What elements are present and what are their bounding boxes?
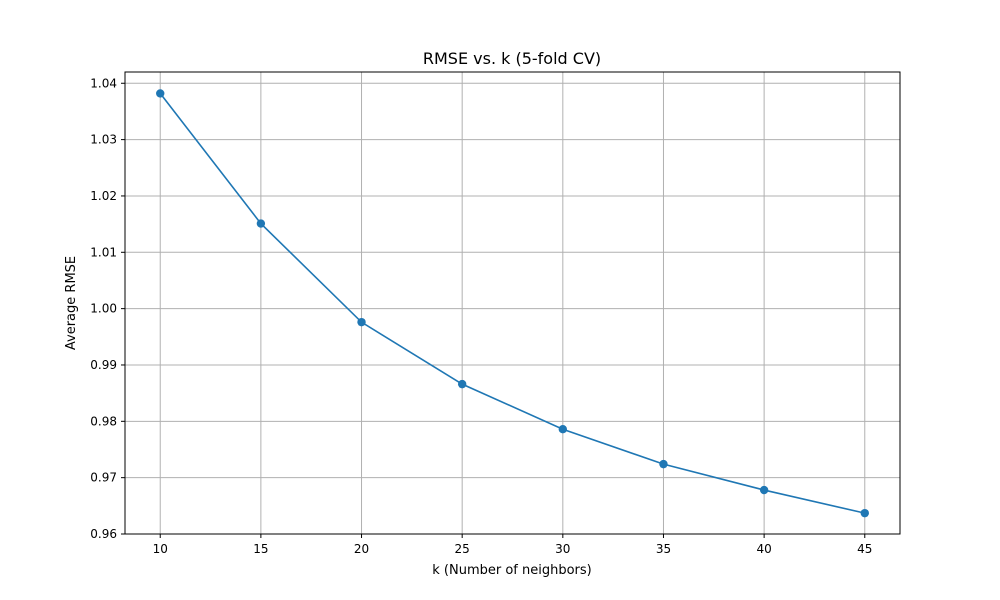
y-tick-label: 1.04 xyxy=(90,76,117,90)
y-axis-label: Average RMSE xyxy=(64,256,79,350)
y-tick-label: 0.99 xyxy=(90,358,117,372)
y-tick-label: 1.03 xyxy=(90,133,117,147)
y-tick-label: 0.98 xyxy=(90,414,117,428)
x-tick-label: 35 xyxy=(656,542,671,556)
x-tick-label: 25 xyxy=(455,542,470,556)
y-tick-label: 1.01 xyxy=(90,245,117,259)
data-point xyxy=(659,459,668,469)
data-point xyxy=(457,379,467,389)
axis-ticks: 10 15 20 25 30 35 40 45 0.96 0.97 0.98 0.99 1.00 1.01… xyxy=(90,76,872,556)
y-tick-label: 1.00 xyxy=(90,302,117,316)
x-tick-label: 10 xyxy=(153,542,168,556)
x-tick-label: 40 xyxy=(756,542,771,556)
data-point xyxy=(357,317,366,327)
plot-frame xyxy=(124,71,901,535)
y-tick-label: 1.02 xyxy=(90,189,117,203)
series-layer xyxy=(156,89,869,518)
data-point xyxy=(759,485,769,495)
x-tick-label: 20 xyxy=(354,542,369,556)
y-tick-label: 0.96 xyxy=(90,527,117,541)
x-tick-label: 15 xyxy=(253,542,268,556)
chart-title: RMSE vs. k (5-fold CV) xyxy=(423,49,601,68)
series-line xyxy=(159,92,865,514)
data-point xyxy=(860,508,869,518)
x-tick-label: 45 xyxy=(857,542,872,556)
data-point xyxy=(156,89,165,98)
data-point xyxy=(256,219,266,228)
y-tick-label: 0.97 xyxy=(90,471,117,485)
data-point xyxy=(558,425,568,434)
x-axis-label: k (Number of neighbors) xyxy=(432,563,592,578)
grid xyxy=(125,72,900,535)
x-tick-label: 30 xyxy=(555,542,570,556)
